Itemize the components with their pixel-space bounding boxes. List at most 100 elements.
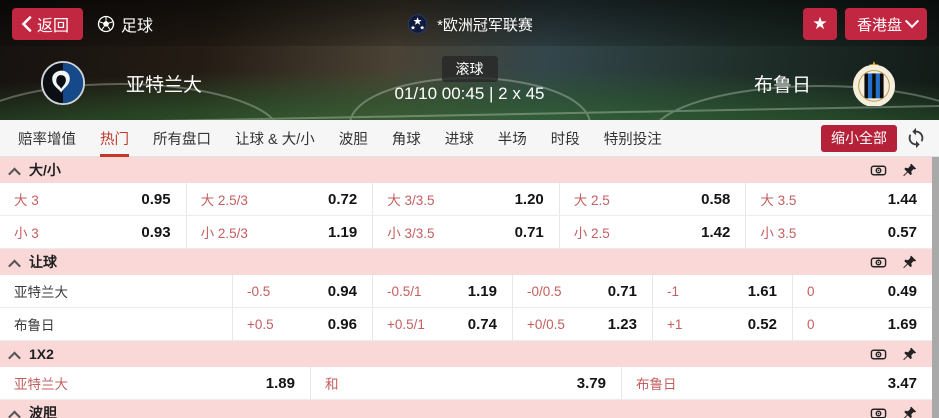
pin-icon[interactable]: [901, 405, 918, 418]
tab-specials[interactable]: 特别投注: [603, 131, 662, 148]
handicap-row-away: 布鲁日 +0.5 0.96 +0.5/1 0.74 +0/0.5 1.23 +1 0.5…: [0, 308, 932, 341]
odds-cell[interactable]: 小 2.5 1.42: [560, 216, 747, 248]
market-tab-bar: 赔率增值 热门 所有盘口 让球 & 大/小 波胆 角球 进球 半场 时段 特别投…: [0, 120, 939, 157]
markets-list: 大/小 大 3 0.95 大 2.5/3 0.72 大 3/3.5 1.20 大 2.…: [0, 157, 932, 418]
section-title: 大/小: [29, 162, 61, 178]
favorite-button[interactable]: ★: [802, 8, 837, 40]
section-header-icons: [870, 346, 922, 363]
ucl-starball-icon: [407, 14, 427, 34]
odds-cell[interactable]: 大 2.5/3 0.72: [187, 183, 374, 215]
odds-label: +0.5: [247, 316, 274, 332]
odds-cell[interactable]: 小 3 0.93: [0, 216, 187, 248]
tab-hot[interactable]: 热门: [88, 120, 141, 157]
odds-cell[interactable]: 布鲁日 3.47: [622, 367, 932, 399]
odds-type-label: 香港盘: [856, 16, 902, 34]
section-header-icons: [870, 254, 922, 271]
sport-label: 足球: [121, 18, 154, 35]
odds-value: 0.58: [701, 190, 731, 208]
section-title: 1X2: [29, 346, 54, 362]
pin-icon[interactable]: [901, 346, 918, 363]
tab-bar-actions: 缩小全部: [821, 124, 933, 152]
tab-all-markets[interactable]: 所有盘口: [153, 131, 211, 148]
eye-icon[interactable]: [870, 405, 887, 418]
odds-cell[interactable]: 大 2.5 0.58: [560, 183, 747, 215]
back-label: 返回: [37, 18, 70, 35]
odds-cell[interactable]: 小 3/3.5 0.71: [373, 216, 560, 248]
odds-cell[interactable]: -0/0.5 0.71: [513, 275, 653, 307]
over-under-row-under: 小 3 0.93 小 2.5/3 1.19 小 3/3.5 0.71 小 2.5 1.4…: [0, 216, 932, 249]
eye-icon[interactable]: [870, 346, 887, 363]
odds-cell[interactable]: 大 3 0.95: [0, 183, 187, 215]
sport-selector[interactable]: 足球: [97, 12, 153, 36]
odds-cell[interactable]: 大 3/3.5 1.20: [373, 183, 560, 215]
odds-cell[interactable]: 和 3.79: [311, 367, 622, 399]
odds-label: +1: [667, 316, 683, 332]
odds-label: -0/0.5: [527, 283, 562, 299]
tab-odds-boost[interactable]: 赔率增值: [18, 131, 76, 148]
eye-icon[interactable]: [870, 254, 887, 271]
odds-label: 小 2.5: [573, 226, 610, 241]
chevron-up-icon: [8, 259, 21, 272]
tab-goals[interactable]: 进球: [444, 131, 474, 148]
tab-interval[interactable]: 时段: [550, 131, 580, 148]
refresh-icon[interactable]: [905, 127, 927, 149]
section-header-correct-score[interactable]: 波胆: [0, 400, 932, 418]
odds-value: 0.71: [514, 223, 544, 241]
odds-cell[interactable]: 0 1.69: [793, 308, 932, 340]
odds-label: 小 3/3.5: [387, 226, 435, 241]
back-button[interactable]: 返回: [12, 8, 84, 40]
odds-value: 0.93: [141, 223, 171, 241]
league-label: *欧洲冠军联赛: [437, 16, 533, 34]
odds-value: 0.52: [747, 315, 777, 333]
top-bar-actions: ★ 香港盘: [802, 8, 927, 40]
odds-value: 0.72: [327, 190, 358, 208]
eye-icon[interactable]: [870, 162, 887, 179]
odds-value: 0.74: [467, 315, 497, 333]
odds-label: 大 3/3.5: [387, 193, 435, 208]
odds-label: 0: [807, 283, 815, 299]
over-under-row-over: 大 3 0.95 大 2.5/3 0.72 大 3/3.5 1.20 大 2.5 0.5…: [0, 183, 932, 216]
tab-correct-score[interactable]: 波胆: [338, 131, 368, 148]
team-name-cell: 亚特兰大: [0, 275, 233, 307]
odds-type-dropdown[interactable]: 香港盘: [844, 8, 927, 40]
odds-label: 小 3: [14, 226, 39, 241]
section-header-handicap[interactable]: 让球: [0, 249, 932, 275]
section-header-icons: [870, 162, 922, 179]
odds-cell[interactable]: +0.5/1 0.74: [373, 308, 513, 340]
odds-cell[interactable]: +0/0.5 1.23: [513, 308, 653, 340]
odds-value: 0.95: [141, 190, 171, 208]
home-team: 亚特兰大: [40, 60, 202, 106]
chevron-up-icon: [8, 167, 21, 180]
odds-cell[interactable]: -1 1.61: [653, 275, 793, 307]
vertical-scrollbar[interactable]: [932, 157, 939, 418]
odds-cell[interactable]: 0 0.49: [793, 275, 932, 307]
pin-icon[interactable]: [901, 162, 918, 179]
tab-half[interactable]: 半场: [497, 131, 527, 148]
collapse-all-button[interactable]: 缩小全部: [821, 124, 897, 152]
odds-cell[interactable]: -0.5/1 1.19: [373, 275, 513, 307]
odds-value: 1.42: [701, 223, 731, 241]
pin-icon[interactable]: [901, 254, 918, 271]
odds-label: +0/0.5: [527, 316, 565, 332]
odds-cell[interactable]: 小 2.5/3 1.19: [187, 216, 374, 248]
odds-label: 小 3.5: [760, 226, 797, 241]
odds-cell[interactable]: +0.5 0.96: [233, 308, 373, 340]
section-header-1x2[interactable]: 1X2: [0, 341, 932, 367]
odds-value: 1.69: [887, 315, 917, 333]
match-time: 01/10 00:45 | 2 x 45: [394, 84, 545, 103]
odds-cell[interactable]: +1 0.52: [653, 308, 793, 340]
odds-value: 3.79: [576, 374, 606, 392]
odds-cell[interactable]: 小 3.5 0.57: [746, 216, 932, 248]
tab-corners[interactable]: 角球: [391, 131, 421, 148]
odds-value: 1.44: [887, 190, 917, 208]
odds-label: -0.5/1: [387, 283, 422, 299]
odds-label: 和: [325, 377, 339, 392]
odds-cell[interactable]: 大 3.5 1.44: [746, 183, 932, 215]
chevron-left-icon: [21, 16, 32, 32]
section-header-over-under[interactable]: 大/小: [0, 157, 932, 183]
odds-cell[interactable]: -0.5 0.94: [233, 275, 373, 307]
odds-value: 0.57: [887, 223, 917, 241]
odds-cell[interactable]: 亚特兰大 1.89: [0, 367, 311, 399]
tab-handicap-ou[interactable]: 让球 & 大/小: [235, 131, 315, 148]
match-header: 亚特兰大 滚球 01/10 00:45 | 2 x 45 布鲁日: [0, 48, 939, 120]
